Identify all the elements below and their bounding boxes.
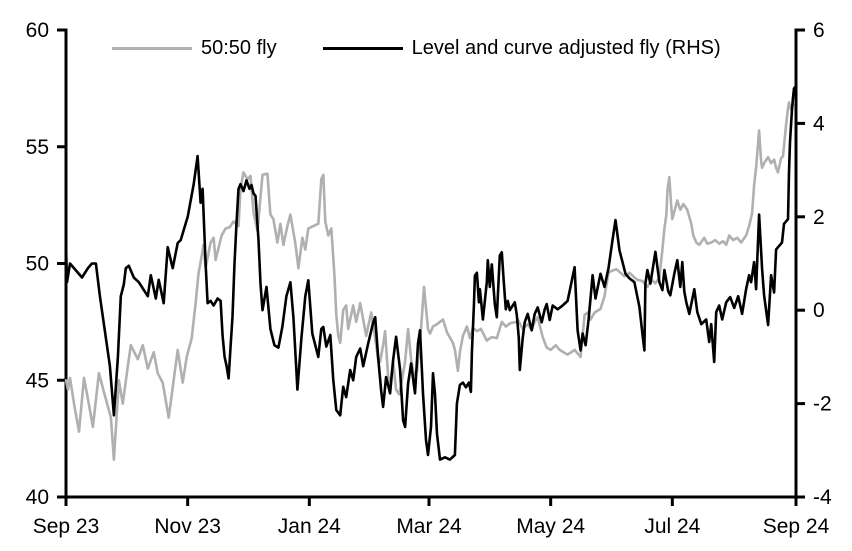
series-line-adjusted-fly [64,84,798,461]
legend-item-5050-fly: 50:50 fly [112,37,277,60]
x-axis-tick-label: Jan 24 [278,515,341,538]
right-axis-tick-label: 2 [813,206,825,229]
legend: 50:50 fly Level and curve adjusted fly (… [112,37,721,60]
left-axis-tick-label: 60 [26,19,49,42]
left-axis-tick-label: 40 [26,486,49,509]
right-axis-tick-label: 0 [813,299,825,322]
right-axis-tick-label: 4 [813,112,825,135]
right-axis-tick-label: -2 [813,393,832,416]
x-axis-tick-label: Sep 23 [33,515,100,538]
right-axis-tick-label: -4 [813,486,832,509]
right-axis-tick-label: 6 [813,19,825,42]
left-axis-tick-label: 55 [26,136,49,159]
left-axis-tick-label: 50 [26,253,49,276]
series-line-5050-fly [64,101,795,461]
x-axis-tick-label: Sep 24 [763,515,830,538]
x-axis-tick-label: Jul 24 [644,515,700,538]
legend-label-adjusted-fly: Level and curve adjusted fly (RHS) [411,37,721,59]
legend-label-5050-fly: 50:50 fly [201,37,277,59]
x-axis-tick-label: May 24 [516,515,585,538]
x-axis-tick-label: Nov 23 [154,515,221,538]
legend-item-adjusted-fly: Level and curve adjusted fly (RHS) [322,37,721,60]
left-axis-tick-label: 45 [26,369,49,392]
gray-line-swatch-icon [112,47,192,50]
black-line-swatch-icon [322,47,403,50]
x-axis-tick-label: Mar 24 [396,515,462,538]
